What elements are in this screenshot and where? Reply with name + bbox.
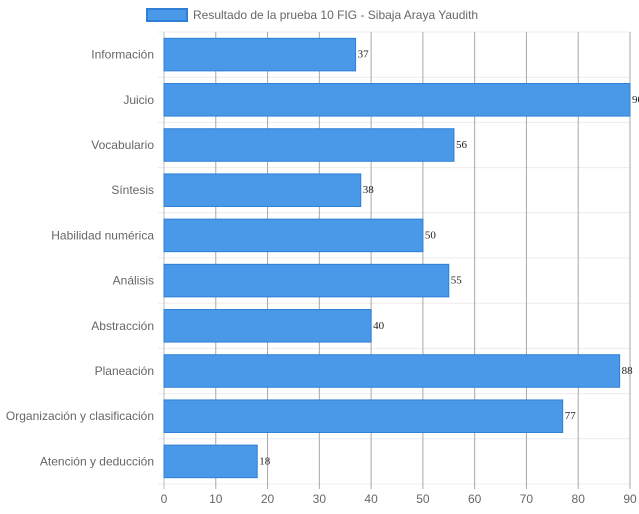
y-category-label: Juicio: [123, 93, 154, 107]
x-tick-label: 20: [261, 492, 275, 506]
bar[interactable]: [163, 37, 357, 72]
bar-value-label: 50: [425, 229, 437, 241]
y-category-label: Análisis: [113, 274, 154, 288]
bar-value-label: 55: [451, 275, 463, 287]
y-category-label: Síntesis: [111, 183, 154, 197]
y-category-label: Planeación: [95, 364, 154, 378]
x-tick-label: 50: [416, 492, 430, 506]
x-axis: 0 10 20 30 40 50 60 70 80 90: [161, 492, 637, 506]
x-tick-label: 30: [313, 492, 327, 506]
data-labels: 37 90 56 38 50 55 40 88 77 18: [259, 49, 639, 468]
bars: [163, 37, 631, 479]
y-category-label: Organización y clasificación: [6, 409, 154, 423]
x-tick-label: 10: [209, 492, 223, 506]
y-category-label: Abstracción: [91, 319, 154, 333]
x-tick-label: 80: [572, 492, 586, 506]
legend[interactable]: Resultado de la prueba 10 FIG - Sibaja A…: [146, 8, 478, 22]
legend-swatch: [146, 8, 188, 22]
bar[interactable]: [163, 263, 450, 298]
x-tick-label: 60: [468, 492, 482, 506]
y-axis: Información Juicio Vocabulario Síntesis Habi…: [6, 48, 154, 469]
x-tick-label: 0: [161, 492, 168, 506]
bar[interactable]: [163, 444, 258, 479]
bar-value-label: 77: [565, 410, 577, 422]
bar[interactable]: [163, 83, 631, 117]
bar-value-label: 88: [622, 365, 634, 377]
bar[interactable]: [163, 354, 621, 388]
bar[interactable]: [163, 309, 372, 343]
y-category-label: Habilidad numérica: [51, 228, 154, 242]
bar[interactable]: [163, 218, 424, 253]
bar-value-label: 18: [259, 455, 271, 467]
x-tick-label: 70: [520, 492, 534, 506]
y-category-label: Información: [91, 48, 154, 62]
y-category-label: Atención y deducción: [40, 454, 154, 468]
bar-value-label: 37: [358, 49, 370, 61]
bar[interactable]: [163, 399, 564, 433]
bar-value-label: 38: [363, 184, 375, 196]
bar[interactable]: [163, 173, 362, 207]
bar-value-label: 56: [456, 139, 468, 151]
x-tick-label: 90: [623, 492, 637, 506]
bar-value-label: 90: [632, 94, 639, 106]
legend-label: Resultado de la prueba 10 FIG - Sibaja A…: [193, 8, 478, 22]
x-tick-label: 40: [364, 492, 378, 506]
bar[interactable]: [163, 128, 455, 162]
y-category-label: Vocabulario: [91, 138, 154, 152]
bar-value-label: 40: [373, 320, 385, 332]
